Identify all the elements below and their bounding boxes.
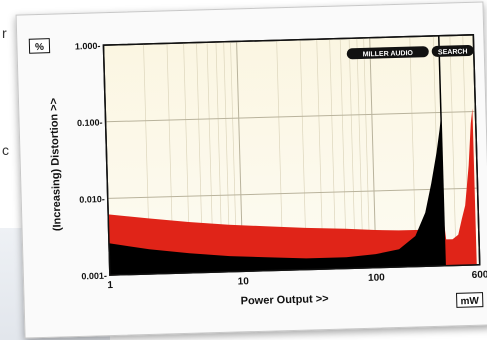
y-tick-label: 1.000-: [75, 41, 101, 52]
overlay-layer: 0.001- 0.010- 0.100- 1.000- 1 10 100 600: [75, 34, 487, 291]
chart-card: 0.001- 0.010- 0.100- 1.000- 1 10 100 600 % mW P…: [15, 1, 487, 339]
grid-line-x: [449, 35, 457, 266]
logo-pill-right: [431, 44, 474, 57]
grid-line-y: [105, 110, 476, 123]
series-layer: [108, 108, 477, 276]
x-tick-label: 10: [238, 276, 250, 287]
y-axis-label: (Increasing) Distortion >>: [48, 98, 64, 232]
x-tick-label: 1: [107, 280, 113, 291]
y-unit-label: %: [35, 42, 44, 53]
background-text-fragment-1: r: [2, 25, 7, 41]
y-tick-label: 0.001-: [81, 271, 107, 282]
grid-line-y: [107, 187, 478, 199]
grid-line-x: [409, 36, 417, 267]
background-text-fragment-2: c: [2, 142, 9, 158]
x-axis-label: Power Output >>: [240, 293, 328, 307]
logo-badge: MILLER AUDIO SEARCH: [346, 44, 474, 60]
x-unit-box: [456, 292, 484, 308]
clip-marker-line: [437, 35, 446, 266]
y-tick-label: 0.010-: [79, 194, 105, 205]
series-area-1: [108, 108, 477, 276]
y-tick-label: 0.100-: [77, 117, 103, 128]
x-unit-label: mW: [460, 296, 479, 308]
plot-frame: [102, 34, 481, 276]
logo-pill-left: [346, 46, 429, 60]
logo-text-left: MILLER AUDIO: [363, 50, 414, 58]
x-tick-label: 100: [368, 272, 385, 283]
x-tick-label: 600: [472, 269, 487, 280]
grid-line-x: [369, 37, 377, 268]
grid-line-x: [363, 37, 371, 268]
series-area-2: [108, 115, 446, 276]
logo-text-right: SEARCH: [438, 48, 468, 56]
distortion-chart: 0.001- 0.010- 0.100- 1.000- 1 10 100 600 % mW P…: [28, 34, 487, 308]
y-unit-box: [28, 38, 51, 54]
